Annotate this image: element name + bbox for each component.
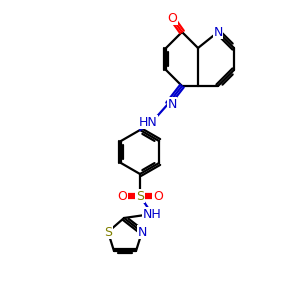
Text: O: O — [167, 11, 177, 25]
Text: O: O — [117, 190, 127, 202]
Text: O: O — [153, 190, 163, 202]
Text: S: S — [136, 190, 144, 202]
Text: S: S — [104, 226, 112, 238]
Text: N: N — [167, 98, 177, 110]
Text: N: N — [213, 26, 223, 38]
Text: HN: HN — [139, 116, 158, 128]
Text: NH: NH — [142, 208, 161, 220]
Text: N: N — [137, 226, 147, 238]
